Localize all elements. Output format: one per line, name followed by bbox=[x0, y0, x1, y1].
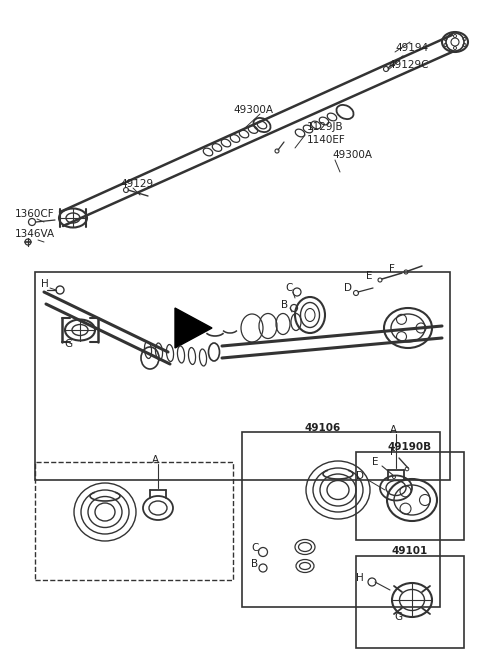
Text: H: H bbox=[41, 279, 49, 289]
Text: 49300A: 49300A bbox=[332, 150, 372, 160]
Text: 49106: 49106 bbox=[305, 423, 341, 433]
Text: E: E bbox=[372, 457, 378, 467]
Text: F: F bbox=[389, 264, 395, 274]
Text: D: D bbox=[356, 471, 364, 481]
Bar bbox=[356, 452, 464, 540]
Text: B: B bbox=[252, 559, 259, 569]
Text: B: B bbox=[281, 300, 288, 310]
Text: 1360CF: 1360CF bbox=[15, 209, 55, 219]
Text: 49129C: 49129C bbox=[388, 60, 429, 70]
Text: A: A bbox=[151, 455, 158, 465]
Bar bbox=[35, 272, 450, 480]
Text: F: F bbox=[390, 447, 396, 457]
Text: 49194: 49194 bbox=[395, 43, 428, 53]
Text: C: C bbox=[285, 283, 293, 293]
Text: E: E bbox=[366, 271, 372, 281]
Text: C: C bbox=[252, 543, 259, 553]
Text: G: G bbox=[394, 612, 402, 622]
Text: 1140EF: 1140EF bbox=[307, 135, 346, 145]
Text: G: G bbox=[64, 339, 72, 349]
Text: 1129JB: 1129JB bbox=[307, 122, 344, 132]
Text: 49190B: 49190B bbox=[388, 442, 432, 452]
Text: 49129: 49129 bbox=[120, 179, 153, 189]
Bar bbox=[356, 556, 464, 648]
Bar bbox=[242, 432, 440, 607]
Text: H: H bbox=[356, 573, 364, 583]
Text: 1346VA: 1346VA bbox=[15, 229, 55, 239]
Text: A: A bbox=[389, 425, 396, 435]
Text: 49300A: 49300A bbox=[233, 105, 273, 115]
Text: 49101: 49101 bbox=[392, 546, 428, 556]
Polygon shape bbox=[175, 308, 212, 348]
Bar bbox=[35, 462, 233, 580]
Text: D: D bbox=[344, 283, 352, 293]
